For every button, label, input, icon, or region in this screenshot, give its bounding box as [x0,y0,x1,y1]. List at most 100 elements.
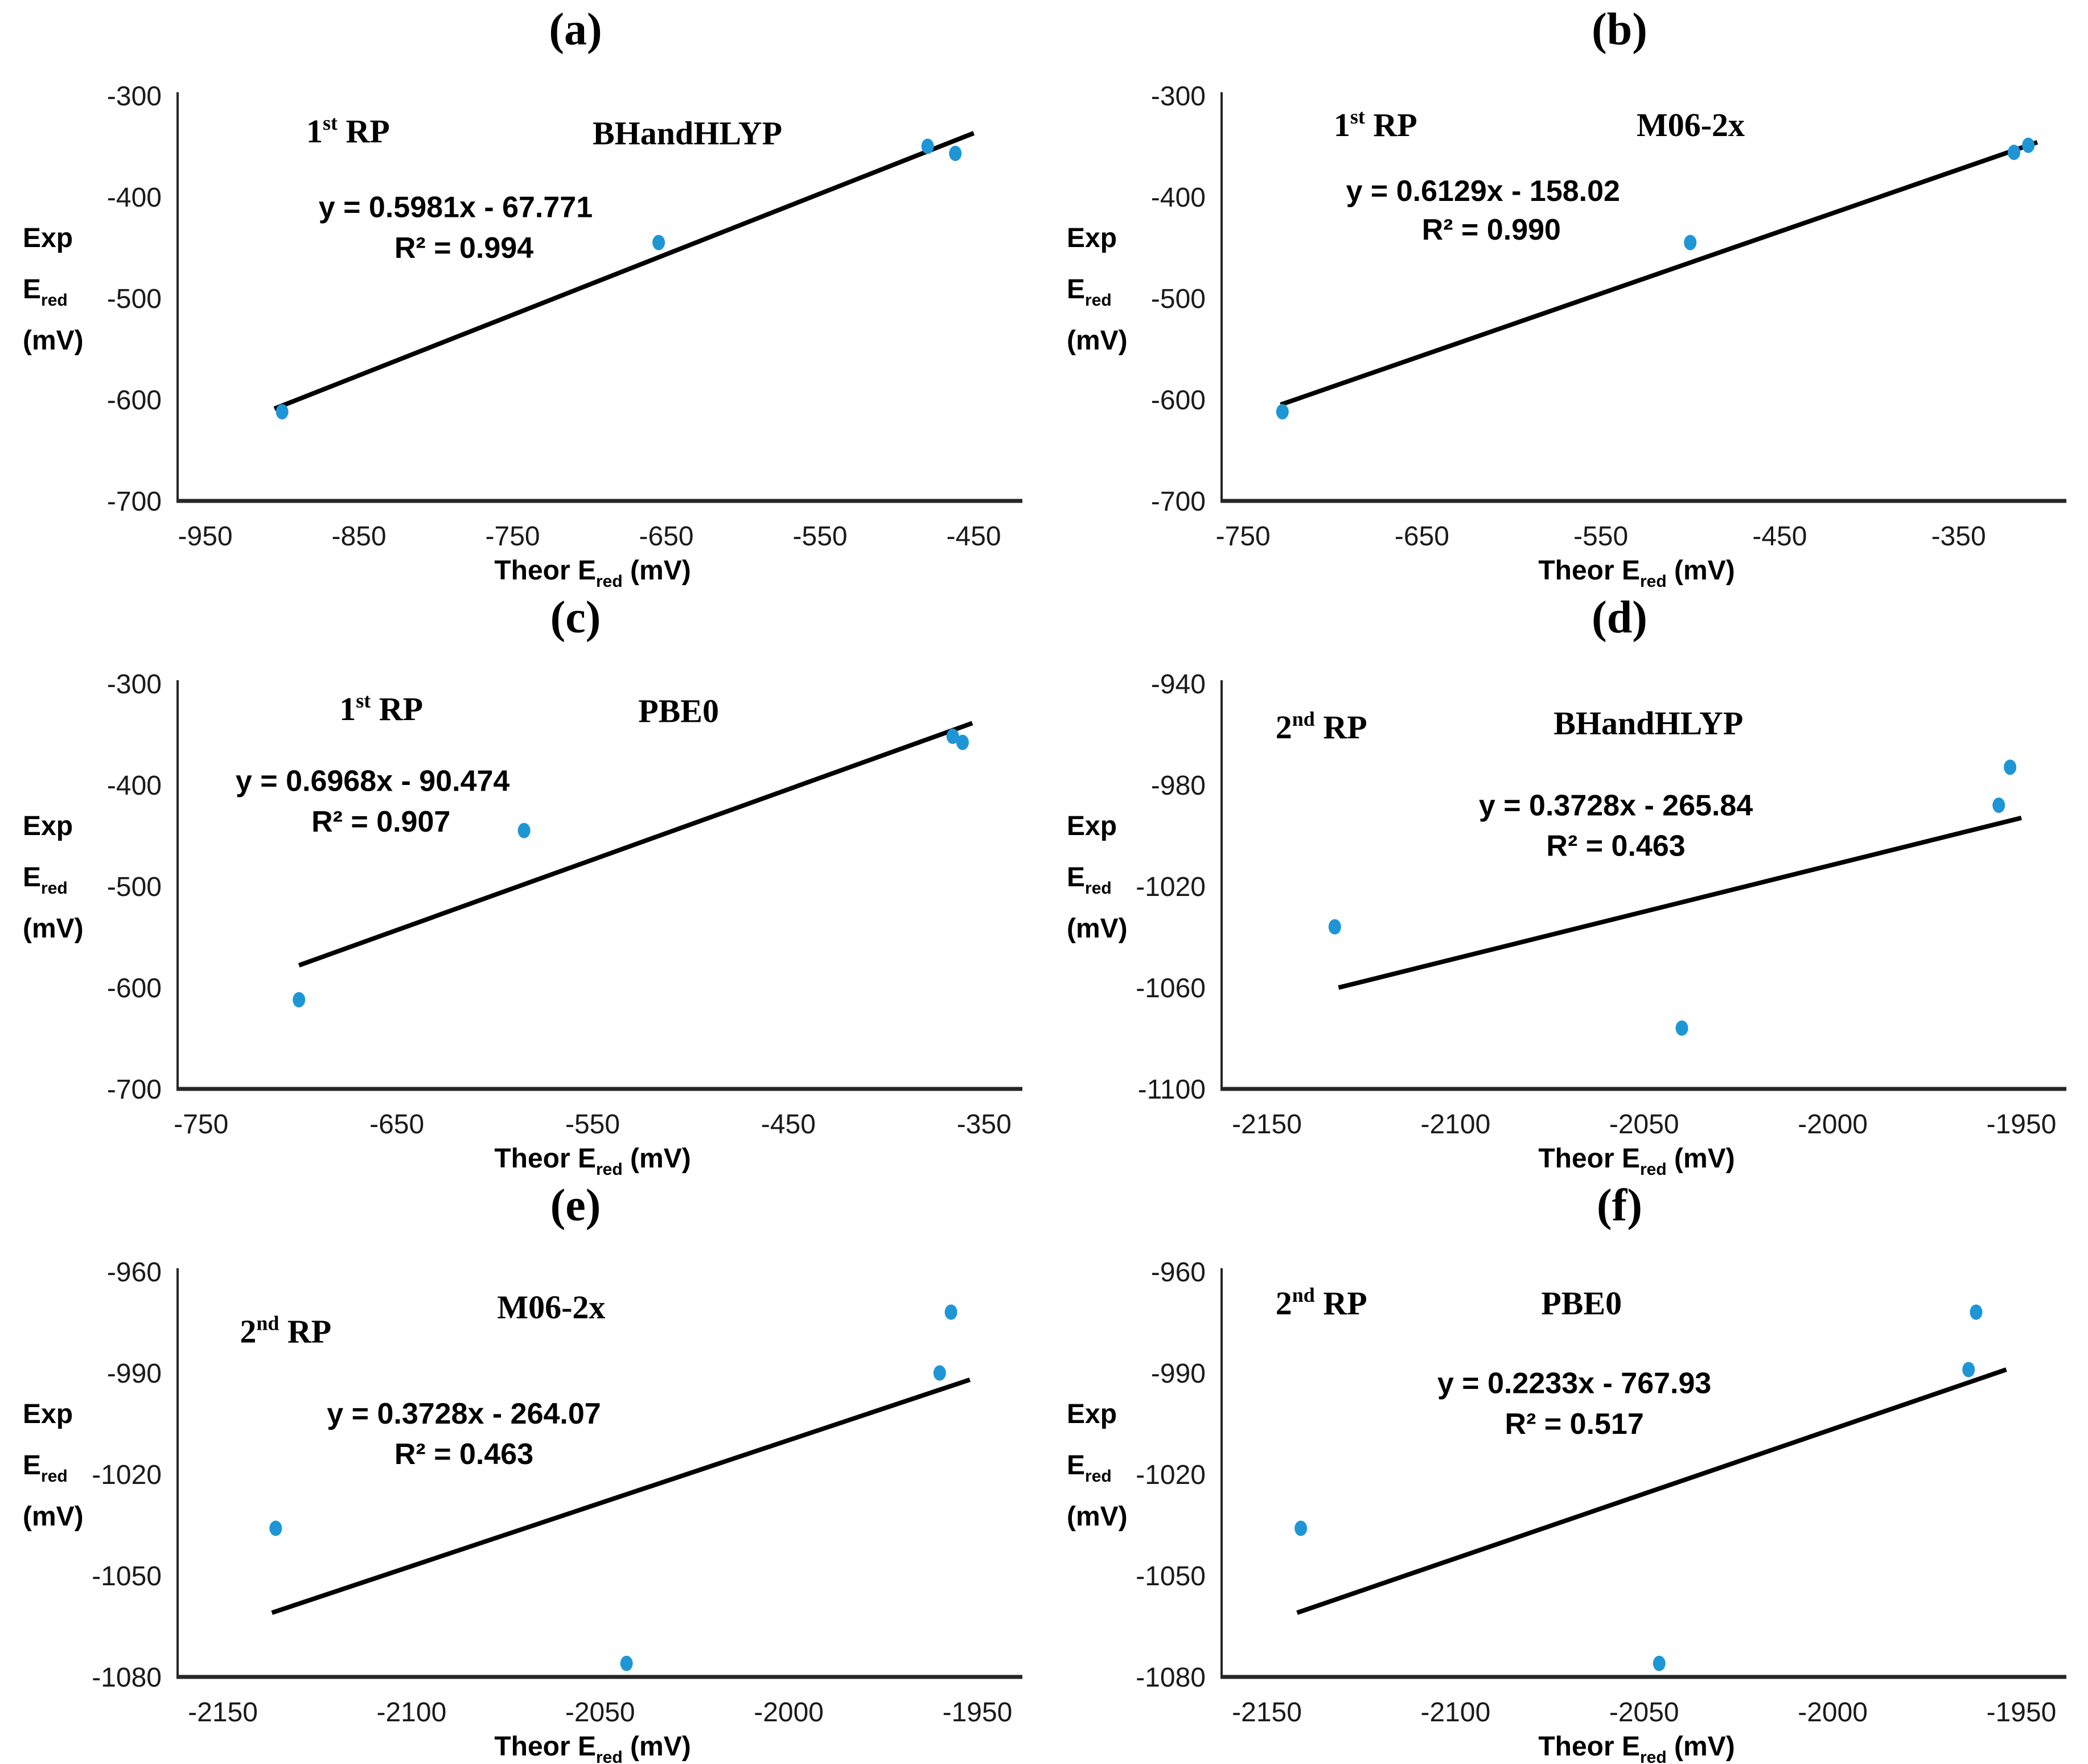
y-tick-label: -1100 [1138,1075,1206,1105]
data-point [1992,797,2005,813]
rp-label: 1st RP [1334,105,1417,143]
equation-label: y = 0.5981x - 67.771 [319,191,593,224]
x-tick-label: -850 [332,521,387,552]
y-tick-label: -500 [107,872,162,902]
y-tick-label: -500 [1151,284,1206,314]
y-axis-title-line2: Ered [1067,1450,1112,1486]
rp-label: 2nd RP [240,1312,331,1350]
data-point [293,992,306,1008]
chart-d: (d) -940 -980 -1020 -1060 -1100 -2150 -2100 -205… [1067,593,2066,1176]
y-axis-title-line3: (mV) [23,1502,84,1532]
rp-label: 1st RP [306,112,390,150]
y-tick-label: -300 [107,81,162,112]
x-tick-label: -1950 [1987,1109,2057,1140]
panel-c: (c) -300 -400 -500 -600 -700 -750 -650 -550 -450 -… [0,588,1044,1176]
x-tick-label: -750 [486,521,540,552]
x-axis-title: Theor Ered (mV) [494,1732,690,1764]
r-squared-label: R² = 0.994 [394,232,533,265]
method-label: PBE0 [638,693,719,730]
data-point [1294,1520,1308,1536]
equation-label: y = 0.3728x - 264.07 [327,1397,601,1430]
y-tick-label: -300 [107,669,162,700]
panel-title: (e) [550,1181,601,1231]
r-squared-label: R² = 0.463 [1546,830,1685,863]
data-point [276,404,289,420]
x-tick-label: -2050 [1609,1697,1679,1728]
x-tick-label: -550 [793,521,848,552]
rp-label: 2nd RP [1276,708,1367,746]
x-tick-label: -1950 [1987,1697,2057,1728]
y-tick-label: -1080 [1136,1663,1206,1693]
method-label: BHandHLYP [593,114,782,151]
data-point [933,1365,946,1381]
y-tick-label: -940 [1151,669,1206,700]
y-tick-label: -960 [107,1257,162,1288]
r-squared-label: R² = 0.990 [1422,213,1561,246]
r-squared-label: R² = 0.463 [394,1438,533,1471]
x-tick-label: -2000 [1798,1109,1868,1140]
x-axis-title: Theor Ered (mV) [494,556,690,588]
y-axis-title-line3: (mV) [1067,326,1128,356]
rp-label: 2nd RP [1276,1284,1367,1322]
x-tick-label: -1950 [943,1697,1013,1728]
y-axis-title-line3: (mV) [23,914,84,944]
r-squared-label: R² = 0.907 [311,805,450,838]
data-point [652,235,665,250]
data-point [1653,1655,1666,1671]
trendline [298,721,973,968]
y-tick-label: -300 [1151,81,1206,112]
y-axis-title-line2: Ered [1067,862,1112,898]
y-tick-label: -500 [107,284,162,314]
method-label: M06-2x [1637,106,1745,143]
y-axis-title-line3: (mV) [23,326,84,356]
data-point [1684,235,1697,250]
rp-label: 1st RP [339,689,423,727]
x-axis-title: Theor Ered (mV) [1538,1144,1734,1176]
data-point [921,138,934,154]
x-tick-label: -550 [1573,521,1628,552]
data-point [944,1304,957,1320]
y-axis-title-line1: Exp [1067,1399,1117,1429]
x-tick-label: -650 [369,1109,424,1140]
x-tick-label: -2100 [377,1697,447,1728]
trendline [1280,140,2038,407]
y-tick-label: -400 [107,771,162,801]
y-tick-label: -700 [1151,487,1206,517]
y-axis-title-line1: Exp [23,811,73,841]
data-point [2022,137,2035,153]
data-point [946,729,959,745]
y-tick-label: -1020 [92,1460,162,1490]
y-tick-label: -1050 [1136,1561,1206,1592]
data-point [1675,1020,1688,1036]
chart-e: (e) -960 -990 -1020 -1050 -1080 -2150 -2100 -205… [23,1181,1022,1764]
data-point [1328,919,1341,935]
x-tick-label: -2050 [1609,1109,1679,1140]
y-tick-label: -1020 [1136,872,1206,902]
y-axis-title-line1: Exp [23,1399,73,1429]
x-tick-label: -350 [1931,521,1986,552]
y-tick-label: -400 [1151,183,1206,213]
x-axis-title: Theor Ered (mV) [494,1144,690,1176]
x-tick-label: -650 [1395,521,1449,552]
y-tick-label: -700 [107,1075,162,1105]
data-point [956,734,969,750]
y-tick-label: -600 [1151,385,1206,416]
data-point [949,145,962,161]
panel-title: (b) [1592,5,1647,55]
x-tick-label: -750 [1216,521,1271,552]
data-point [517,823,531,838]
data-point [2008,145,2021,161]
panel-f: (f) -960 -990 -1020 -1050 -1080 -2150 -2100 -205… [1044,1176,2088,1764]
y-tick-label: -400 [107,183,162,213]
x-tick-label: -2050 [565,1697,635,1728]
trendline [273,131,975,411]
y-axis-title-line3: (mV) [1067,914,1128,944]
y-tick-label: -600 [107,385,162,416]
y-axis-title-line2: Ered [23,1450,68,1486]
panel-title: (a) [549,5,602,55]
panel-title: (c) [550,593,601,643]
y-axis-title-line1: Exp [1067,811,1117,841]
method-label: PBE0 [1541,1285,1622,1322]
trendline [1338,815,2022,990]
